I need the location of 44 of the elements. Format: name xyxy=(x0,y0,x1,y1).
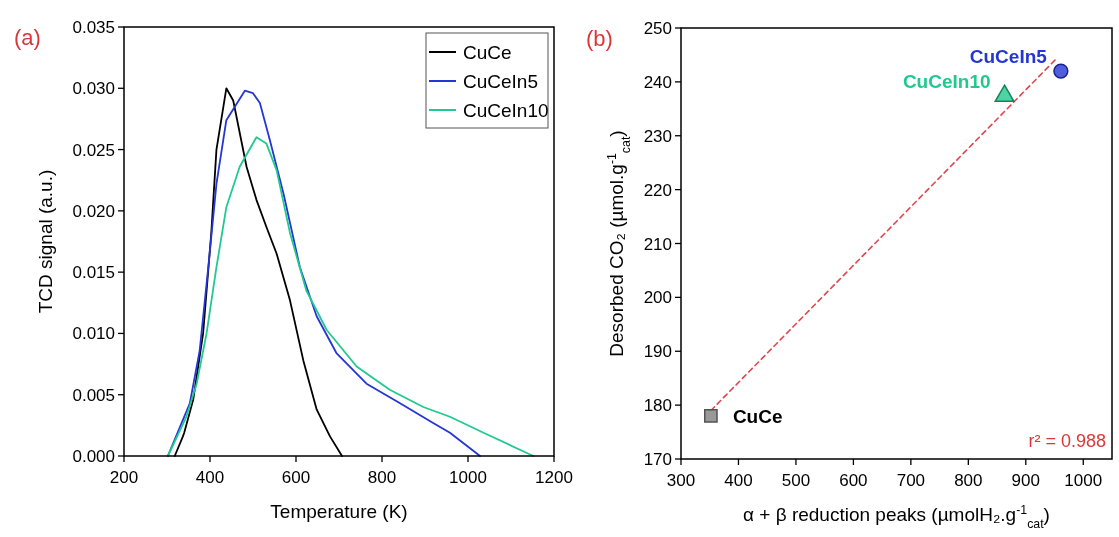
y-tick-label: 170 xyxy=(643,450,672,469)
x-tick-label: 800 xyxy=(367,468,397,487)
x-axis-title: Temperature (K) xyxy=(270,501,408,522)
y-tick-label: 210 xyxy=(643,234,672,254)
x-tick-label: 700 xyxy=(896,471,926,490)
x-tick-label: 600 xyxy=(281,468,311,487)
y-tick-label: 0.035 xyxy=(72,18,115,37)
x-tick-label: 400 xyxy=(195,468,225,487)
y-tick-label: 250 xyxy=(643,19,672,38)
y-tick-label: 0.015 xyxy=(72,263,115,283)
x-axis-title: α + β reduction peaks (µmolH₂.g$^{-1}$$_{cat}$) xyxy=(743,503,1050,531)
y-tick-label: 0.020 xyxy=(72,201,115,221)
y-tick-label: 0.010 xyxy=(72,324,115,344)
x-tick-label: 400 xyxy=(724,471,753,490)
x-tick-label: 600 xyxy=(839,471,868,490)
y-tick-label: 190 xyxy=(643,342,672,362)
y-tick-label: 0.005 xyxy=(72,385,115,405)
x-tick-label: 800 xyxy=(954,471,983,490)
y-tick-label: 240 xyxy=(643,72,672,92)
series-label: CuCeIn10 xyxy=(902,70,991,92)
y-tick-label: 200 xyxy=(643,288,672,308)
x-tick-label: 1000 xyxy=(449,468,487,487)
y-tick-label: 180 xyxy=(643,396,672,416)
x-tick-label: 200 xyxy=(109,468,139,487)
y-tick-label: 0.000 xyxy=(72,447,115,466)
y-axis-title: TCD signal (a.u.) xyxy=(35,169,56,314)
x-tick-label: 1200 xyxy=(535,468,573,487)
y-tick-label: 0.025 xyxy=(72,140,115,160)
line-series xyxy=(166,136,535,457)
legend-label: CuCe xyxy=(463,42,512,63)
y-tick-label: 230 xyxy=(643,126,672,146)
chart-title: (b) xyxy=(586,26,613,51)
x-tick-label: 300 xyxy=(666,471,696,490)
y-tick-label: 220 xyxy=(643,180,672,200)
x-tick-label: 1000 xyxy=(1064,471,1103,490)
series-label: CuCe xyxy=(732,405,783,427)
series-label: CuCeIn5 xyxy=(969,46,1048,68)
chart-title: (a) xyxy=(14,25,41,50)
x-tick-label: 900 xyxy=(1011,471,1040,490)
x-tick-label: 500 xyxy=(781,471,811,490)
legend-label: CuCeIn5 xyxy=(463,71,538,92)
legend-label: CuCeIn10 xyxy=(463,100,549,121)
annotation: r² = 0.988 xyxy=(1028,431,1106,451)
y-tick-label: 0.030 xyxy=(72,79,115,99)
